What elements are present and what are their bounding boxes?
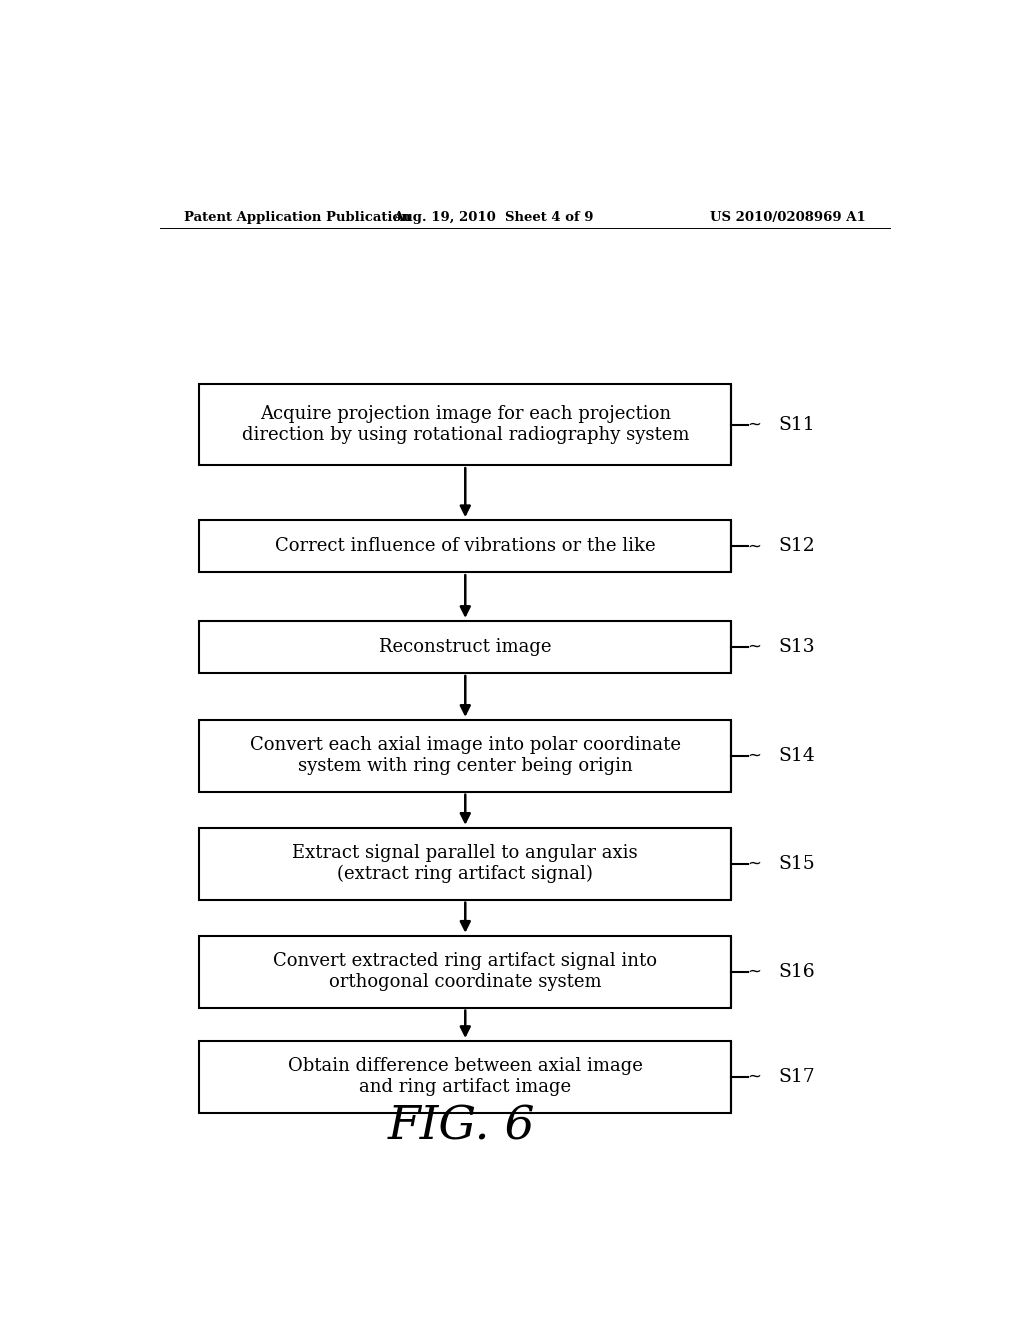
Text: S13: S13	[778, 638, 815, 656]
Bar	[200, 620, 731, 673]
Text: ~: ~	[748, 416, 762, 434]
Text: Reconstruct image: Reconstruct image	[379, 638, 552, 656]
Bar	[200, 520, 731, 572]
Text: S14: S14	[778, 747, 815, 764]
Text: Correct influence of vibrations or the like: Correct influence of vibrations or the l…	[275, 537, 655, 556]
Text: Obtain difference between axial image
and ring artifact image: Obtain difference between axial image an…	[288, 1057, 643, 1096]
Text: Extract signal parallel to angular axis
(extract ring artifact signal): Extract signal parallel to angular axis …	[293, 843, 638, 883]
Bar	[200, 936, 731, 1007]
Text: US 2010/0208969 A1: US 2010/0208969 A1	[711, 211, 866, 224]
Text: S11: S11	[778, 416, 815, 434]
Text: ~: ~	[748, 747, 762, 764]
Bar	[200, 1041, 731, 1113]
Text: S17: S17	[778, 1068, 815, 1086]
Text: S15: S15	[778, 854, 815, 873]
Text: ~: ~	[748, 962, 762, 981]
Text: Convert extracted ring artifact signal into
orthogonal coordinate system: Convert extracted ring artifact signal i…	[273, 952, 657, 991]
Text: ~: ~	[748, 537, 762, 556]
Bar	[200, 719, 731, 792]
Bar	[200, 384, 731, 465]
Text: ~: ~	[748, 854, 762, 873]
Text: ~: ~	[748, 1068, 762, 1086]
Text: FIG. 6: FIG. 6	[387, 1104, 536, 1150]
Text: S16: S16	[778, 962, 815, 981]
Bar	[200, 828, 731, 900]
Text: S12: S12	[778, 537, 815, 556]
Text: Aug. 19, 2010  Sheet 4 of 9: Aug. 19, 2010 Sheet 4 of 9	[393, 211, 593, 224]
Text: Convert each axial image into polar coordinate
system with ring center being ori: Convert each axial image into polar coor…	[250, 737, 681, 775]
Text: ~: ~	[748, 638, 762, 656]
Text: Acquire projection image for each projection
direction by using rotational radio: Acquire projection image for each projec…	[242, 405, 689, 444]
Text: Patent Application Publication: Patent Application Publication	[183, 211, 411, 224]
